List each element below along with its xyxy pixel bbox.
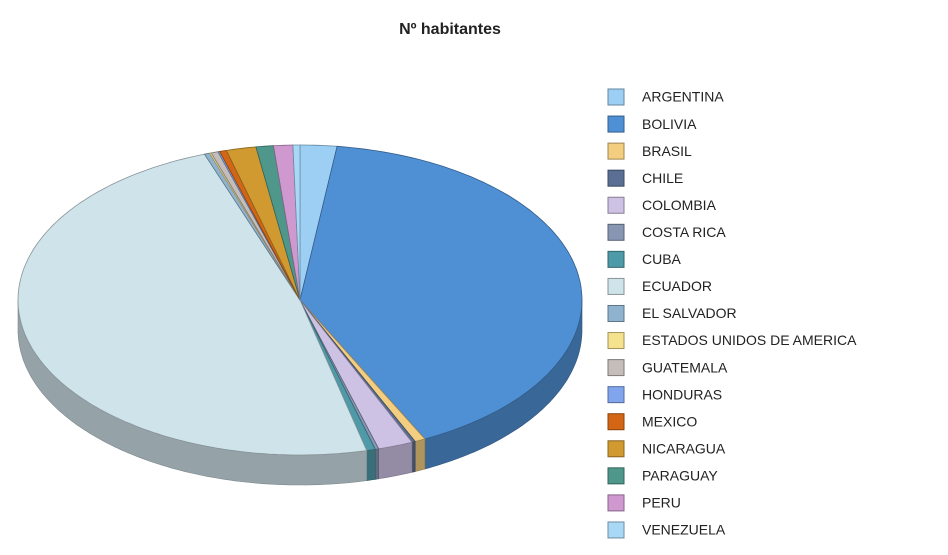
legend-swatch: [607, 250, 625, 268]
legend-swatch: [607, 169, 625, 187]
slice: [17, 153, 368, 456]
legend-swatch: [607, 413, 625, 431]
legend-swatch: [607, 440, 625, 458]
legend-label: VENEZUELA: [642, 522, 726, 538]
legend-label: HONDURAS: [642, 386, 722, 402]
legend-swatch: [607, 223, 625, 241]
slice-side: [366, 449, 376, 481]
legend-swatch: [607, 142, 625, 160]
legend-label: BOLIVIA: [642, 116, 697, 132]
legend-label: GUATEMALA: [642, 359, 728, 375]
legend-label: CHILE: [642, 170, 683, 186]
legend-label: PERU: [642, 495, 681, 511]
slice-side: [414, 438, 426, 472]
slice-side: [375, 448, 379, 480]
legend-swatch: [607, 494, 625, 512]
legend-swatch: [607, 467, 625, 485]
slice: [299, 299, 413, 450]
legend-label: ARGENTINA: [642, 89, 724, 105]
legend-swatch: [607, 115, 625, 133]
slice: [292, 144, 301, 301]
slice: [225, 146, 301, 301]
legend-label: MEXICO: [642, 413, 697, 429]
chart-title: Nº habitantes: [399, 21, 501, 38]
legend-swatch: [607, 277, 625, 295]
legend-swatch: [607, 386, 625, 404]
legend-swatch: [607, 521, 625, 539]
legend-label: COLOMBIA: [642, 197, 717, 213]
legend-label: EL SALVADOR: [642, 305, 737, 321]
legend-swatch: [607, 88, 625, 106]
legend-label: NICARAGUA: [642, 440, 726, 456]
legend-swatch: [607, 304, 625, 322]
legend-label: PARAGUAY: [642, 468, 718, 484]
legend-swatch: [607, 196, 625, 214]
legend-label: CUBA: [642, 251, 682, 267]
legend-label: ECUADOR: [642, 278, 712, 294]
legend-label: BRASIL: [642, 143, 692, 159]
legend-label: COSTA RICA: [642, 224, 726, 240]
slice: [299, 145, 583, 440]
slice-side: [411, 441, 416, 473]
legend-swatch: [607, 332, 625, 350]
legend-swatch: [607, 359, 625, 377]
legend-label: ESTADOS UNIDOS DE AMERICA: [642, 332, 857, 348]
